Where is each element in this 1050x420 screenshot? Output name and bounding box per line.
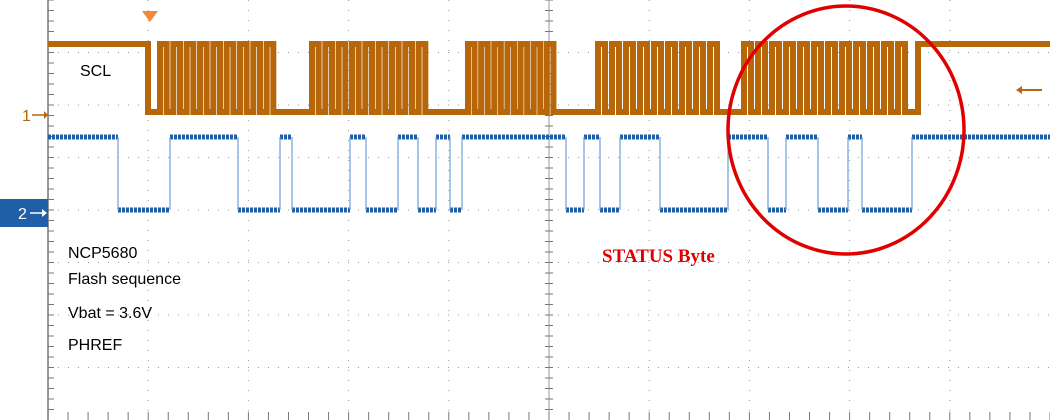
note-line-3: Vbat = 3.6V — [68, 305, 152, 322]
note-line-4: PHREF — [68, 337, 122, 354]
status-byte-highlight-circle — [726, 4, 966, 256]
ch2-sda-trace — [48, 134, 1050, 213]
ch1-level-marker[interactable]: 1 — [22, 108, 48, 125]
note-line-1: NCP5680 — [68, 245, 137, 262]
ch1-marker-number: 1 — [22, 108, 31, 125]
note-line-2: Flash sequence — [68, 271, 181, 288]
left-arrow-icon[interactable] — [1016, 86, 1042, 94]
ch2-marker-number: 2 — [18, 206, 27, 223]
status-byte-annotation: STATUS Byte — [602, 246, 715, 267]
ch1-name-label: SCL — [80, 63, 111, 80]
trigger-marker-icon[interactable] — [142, 11, 158, 22]
ch1-scl-trace — [48, 41, 1050, 115]
ch2-level-marker[interactable]: 2 — [0, 199, 48, 227]
ch2-sda-edges — [117, 137, 913, 210]
